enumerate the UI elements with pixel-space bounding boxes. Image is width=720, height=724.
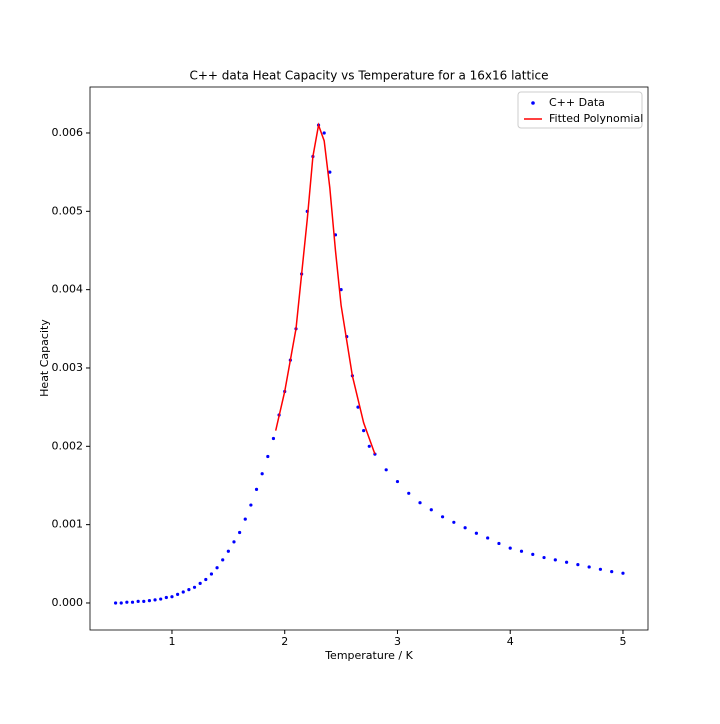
data-point <box>215 566 219 570</box>
data-point <box>170 595 174 599</box>
data-point <box>328 170 332 174</box>
chart-title: C++ data Heat Capacity vs Temperature fo… <box>189 69 548 83</box>
data-point <box>260 472 264 476</box>
data-point <box>587 565 591 569</box>
data-point <box>519 549 524 553</box>
data-point <box>463 526 467 530</box>
data-point <box>187 588 191 592</box>
data-point <box>440 515 445 519</box>
data-point <box>474 531 478 535</box>
data-point <box>226 549 230 553</box>
fit-line <box>274 122 376 455</box>
data-point <box>407 491 411 495</box>
data-point <box>322 131 326 135</box>
data-point <box>136 599 140 604</box>
legend-label: C++ Data <box>549 96 605 109</box>
data-point <box>164 595 168 600</box>
data-point <box>452 520 456 524</box>
data-point <box>125 600 129 604</box>
data-point <box>221 558 225 562</box>
data-point <box>142 599 146 604</box>
data-point <box>159 597 163 601</box>
data-point <box>249 503 253 507</box>
data-point <box>497 541 501 546</box>
data-point <box>181 590 185 594</box>
data-point <box>564 560 569 564</box>
data-point <box>147 599 152 603</box>
legend-box <box>517 91 643 129</box>
data-point <box>198 581 202 585</box>
x-tick-label: 3 <box>394 635 401 648</box>
data-point <box>367 444 371 448</box>
data-point <box>418 501 422 505</box>
y-tick-label: 0.006 <box>52 126 84 139</box>
y-axis-label: Heat Capacity <box>38 319 51 397</box>
data-point <box>153 598 157 602</box>
data-point <box>113 601 118 605</box>
data-point <box>119 601 123 605</box>
plot-frame <box>89 86 649 631</box>
data-point <box>266 454 270 459</box>
legend-label: Fitted Polynomial <box>549 112 643 125</box>
legend-marker <box>531 101 535 105</box>
y-tick-label: 0.001 <box>52 518 84 531</box>
data-point <box>192 585 197 589</box>
data-point <box>254 487 259 491</box>
data-point <box>531 552 535 557</box>
y-tick-label: 0.003 <box>52 361 84 374</box>
x-tick-label: 4 <box>507 635 514 648</box>
data-point <box>204 577 208 582</box>
data-point <box>209 572 214 576</box>
y-tick-label: 0.005 <box>52 204 84 217</box>
data-point <box>553 558 557 562</box>
data-point <box>238 530 242 535</box>
x-tick-label: 2 <box>281 635 288 648</box>
data-point <box>271 436 276 441</box>
data-point <box>395 479 400 484</box>
data-point <box>362 429 366 433</box>
x-tick-label: 5 <box>619 635 626 648</box>
data-point <box>542 555 546 560</box>
x-tick-label: 1 <box>168 635 175 648</box>
data-point <box>610 570 614 574</box>
data-point <box>243 517 247 521</box>
data-point <box>508 546 512 550</box>
y-tick-label: 0.004 <box>52 283 84 296</box>
data-point <box>486 536 490 540</box>
data-point <box>130 600 135 604</box>
data-point <box>429 508 433 512</box>
y-tick-label: 0.002 <box>52 439 84 452</box>
data-point <box>356 405 360 409</box>
x-axis-label: Temperature / K <box>324 649 413 662</box>
data-point <box>384 468 388 472</box>
y-tick-label: 0.000 <box>52 596 84 609</box>
data-point <box>176 592 180 596</box>
data-point <box>621 571 625 575</box>
data-point <box>598 567 603 571</box>
data-point <box>576 562 580 567</box>
data-point <box>232 540 236 544</box>
